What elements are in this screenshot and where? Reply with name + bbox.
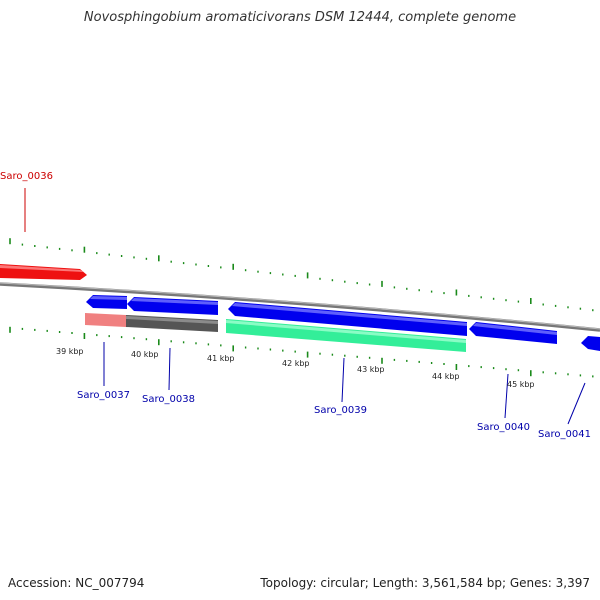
gene-label-saro-0040[interactable]: Saro_0040 — [477, 422, 530, 433]
feature-gray-bar[interactable] — [126, 315, 218, 332]
genome-title: Novosphingobium aromaticivorans DSM 1244… — [83, 10, 517, 25]
gene-label-saro-0041[interactable]: Saro_0041 — [538, 429, 591, 440]
scale-label: 44 kbp — [432, 372, 460, 381]
leader-saro-0038 — [168, 347, 171, 391]
backbone-highlight — [0, 282, 600, 330]
leader-saro-0039 — [341, 357, 345, 403]
gene-label-saro-0039[interactable]: Saro_0039 — [314, 405, 367, 416]
gene-label-saro-0037[interactable]: Saro_0037 — [77, 390, 130, 401]
gene-reverse-saro-0037[interactable] — [86, 295, 127, 309]
topology-summary: Topology: circular; Length: 3,561,584 bp… — [260, 576, 590, 590]
accession-text: Accession: NC_007794 — [8, 576, 145, 590]
scale-label: 39 kbp — [56, 347, 84, 356]
inner-tick-ring — [9, 326, 594, 378]
scale-label: 42 kbp — [282, 359, 310, 368]
backbone — [0, 282, 600, 332]
leader-saro-0040 — [504, 373, 509, 419]
leader-saro-0041 — [567, 382, 586, 425]
scale-label: 41 kbp — [207, 354, 235, 363]
scale-label: 45 kbp — [507, 380, 535, 389]
gene-label-saro-0038[interactable]: Saro_0038 — [142, 394, 195, 405]
gene-reverse-saro-0039[interactable] — [228, 302, 467, 336]
gene-reverse-saro-0041[interactable] — [581, 336, 600, 351]
outer-tick-ring — [9, 238, 594, 312]
scale-label: 43 kbp — [357, 365, 385, 374]
scale-label: 40 kbp — [131, 350, 159, 359]
gene-forward-saro-0036[interactable] — [0, 264, 87, 280]
gene-reverse-saro-0040[interactable] — [469, 322, 557, 344]
feature-rna-pink[interactable] — [85, 313, 126, 327]
gene-label-saro-0036[interactable]: Saro_0036 — [0, 171, 53, 182]
feature-cds-green[interactable] — [226, 319, 466, 352]
gene-reverse-saro-0038[interactable] — [127, 297, 218, 315]
